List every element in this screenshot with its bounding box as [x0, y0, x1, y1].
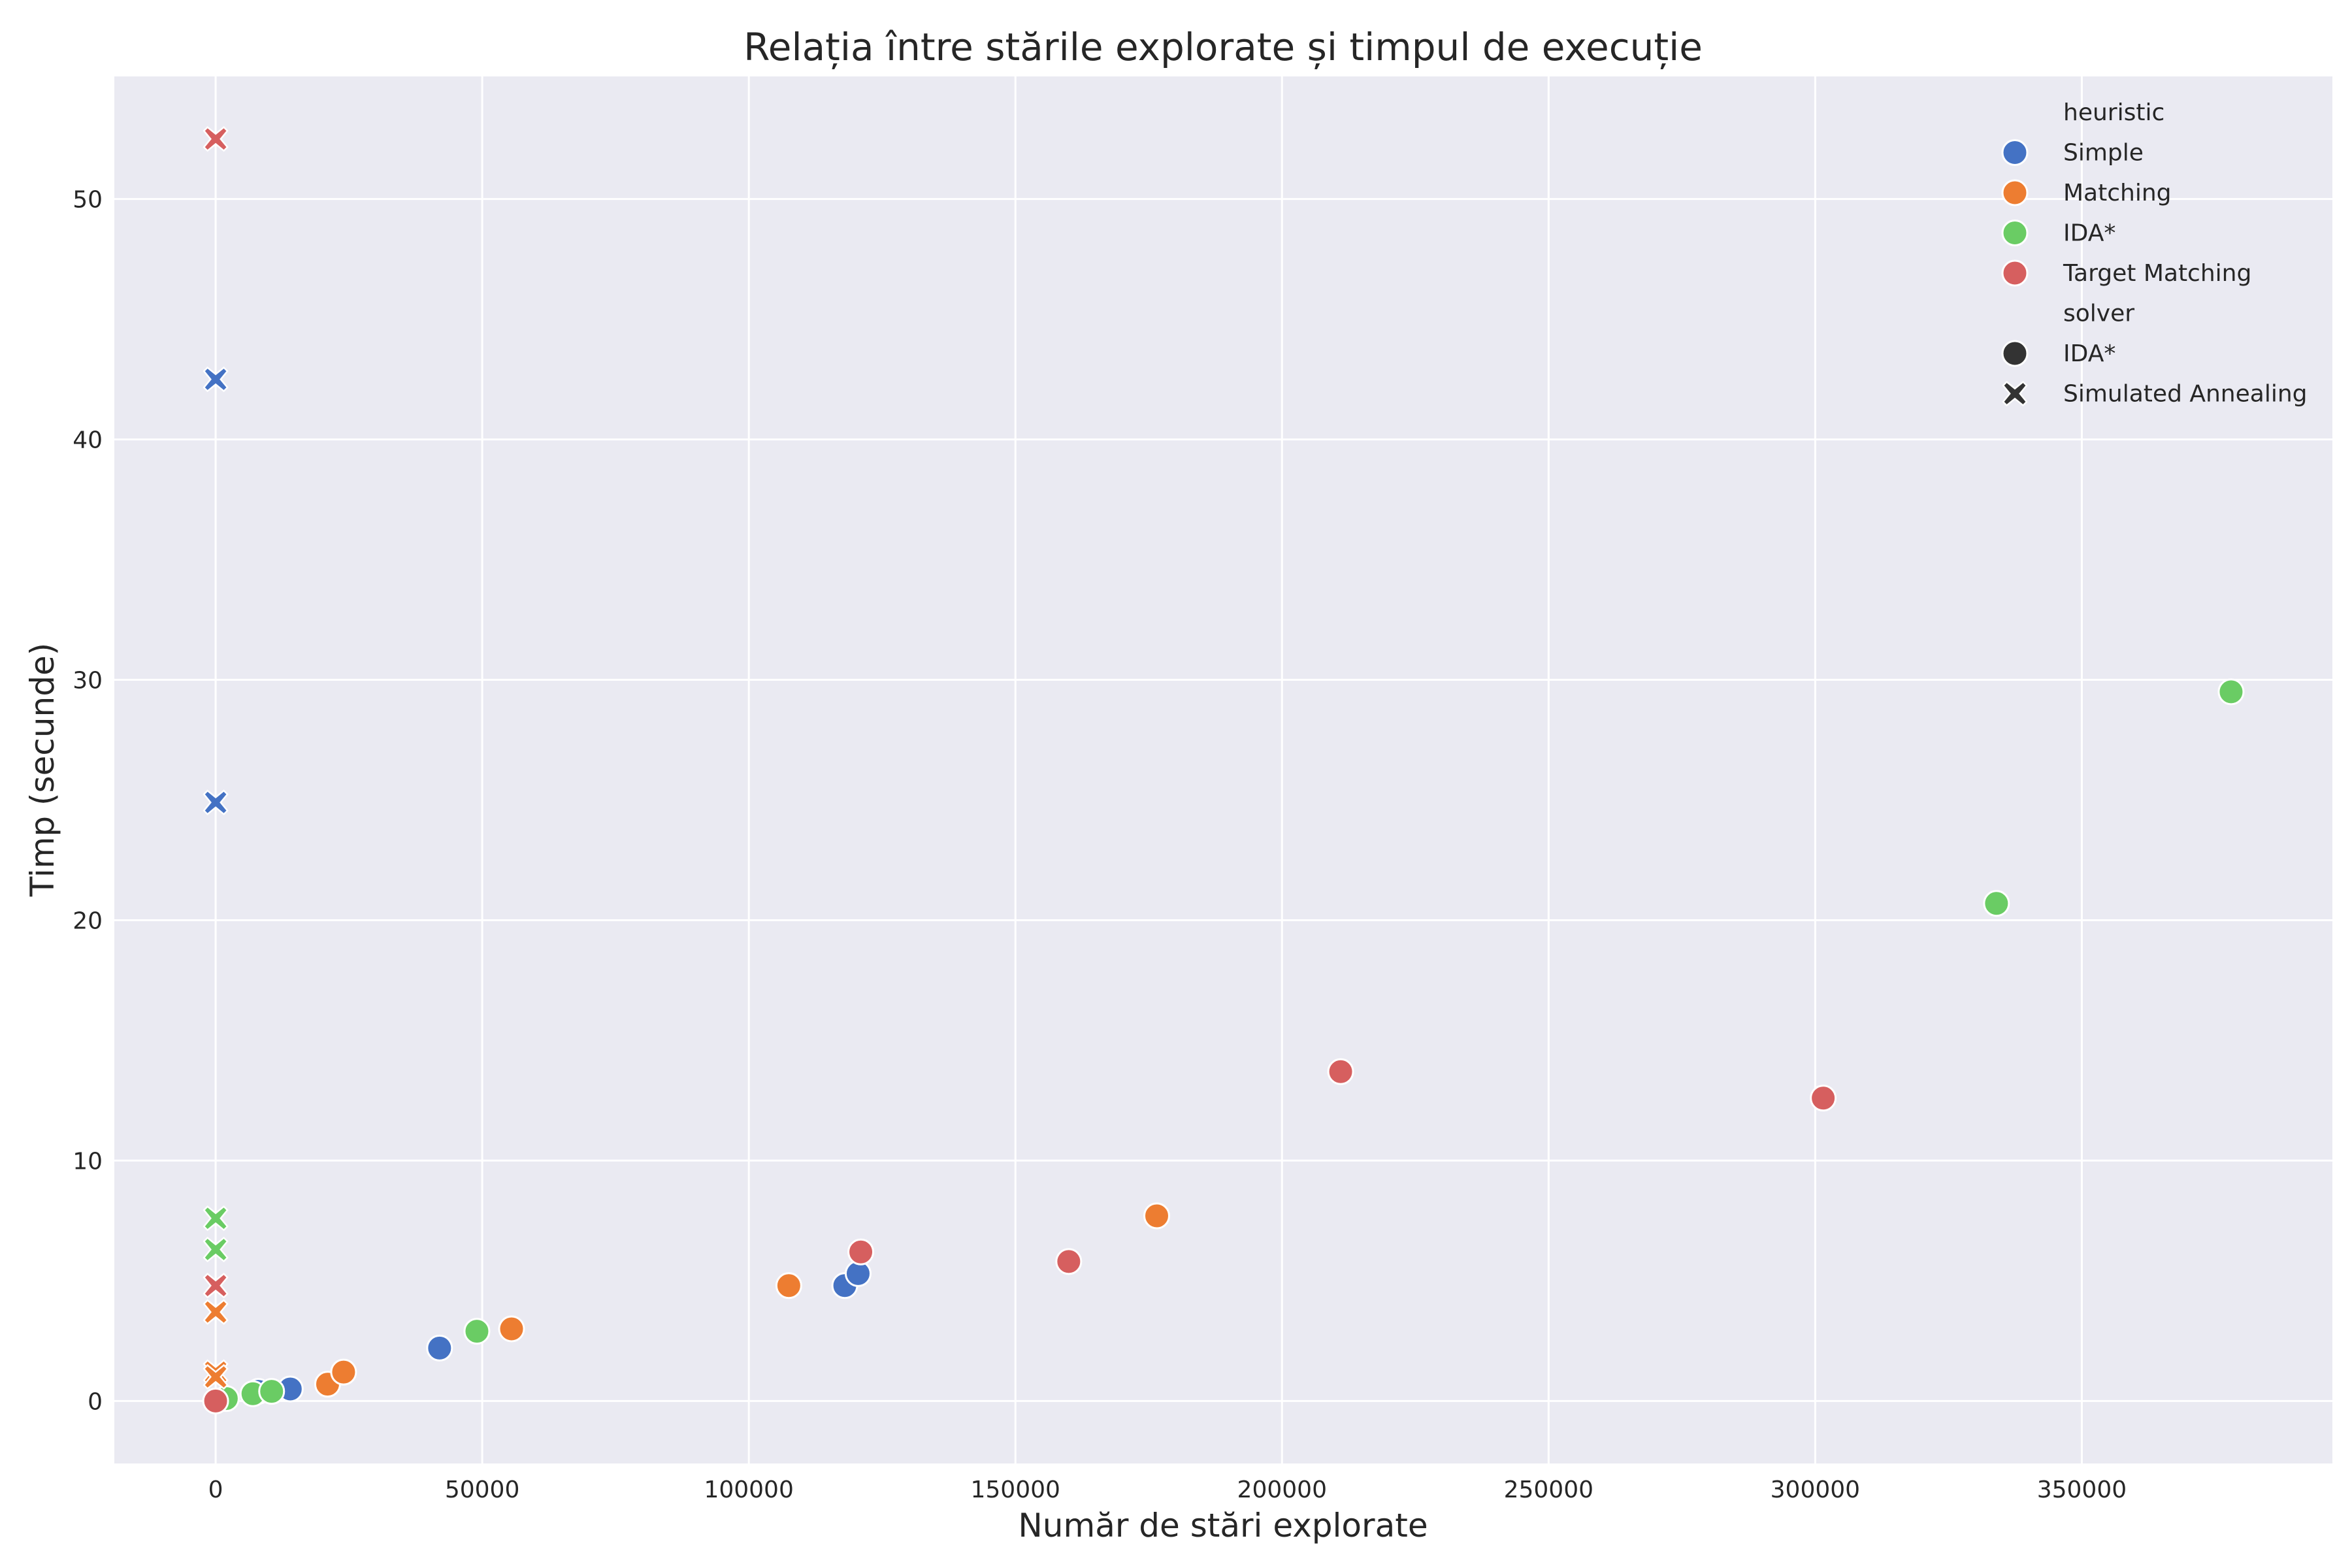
y-tick-label: 10	[73, 1148, 103, 1175]
x-axis-ticks: 0 50000 100000 150000 200000 250000 300000 3500…	[208, 1477, 2127, 1503]
data-point-x	[203, 1205, 229, 1232]
data-point-circle	[1143, 1202, 1170, 1230]
legend-label: IDA*	[2063, 220, 2115, 247]
legend-label: Target Matching	[2063, 260, 2251, 287]
legend-label: IDA*	[2063, 340, 2115, 367]
legend: heuristic Simple Matching IDA* Target Matchi…	[2001, 99, 2308, 408]
y-tick-label: 30	[73, 668, 103, 694]
legend-label: Matching	[2063, 180, 2172, 206]
legend-label: Simulated Annealing	[2063, 381, 2308, 408]
y-axis-ticks: 0 10 20 30 40 50	[73, 187, 103, 1416]
legend-title-heuristic: heuristic	[2063, 99, 2164, 126]
legend-label: Simple	[2063, 140, 2144, 167]
data-point-circle	[202, 1387, 229, 1414]
x-tick-label: 100000	[704, 1477, 793, 1503]
legend-marker	[2001, 259, 2029, 287]
data-point-circle	[463, 1318, 491, 1345]
data-point-circle	[258, 1378, 286, 1405]
data-point-circle	[1327, 1058, 1354, 1085]
chart-title: Relația între stările explorate și timpu…	[743, 25, 1703, 69]
data-points	[202, 126, 2245, 1414]
y-tick-label: 40	[73, 427, 103, 454]
y-tick-label: 0	[88, 1388, 103, 1415]
x-tick-label: 150000	[971, 1477, 1060, 1503]
y-tick-label: 50	[73, 187, 103, 214]
x-tick-label: 350000	[2037, 1477, 2127, 1503]
legend-marker	[2001, 139, 2029, 166]
data-point-x	[203, 1273, 229, 1299]
x-tick-label: 200000	[1237, 1477, 1327, 1503]
y-tick-label: 20	[73, 907, 103, 934]
data-point-circle	[330, 1358, 357, 1386]
plot-area	[114, 76, 2332, 1463]
data-point-x	[203, 1299, 229, 1325]
legend-marker	[2001, 220, 2029, 246]
data-point-x	[203, 126, 229, 152]
grid-lines	[114, 76, 2332, 1463]
data-point-x	[203, 789, 229, 815]
data-point-circle	[426, 1334, 453, 1362]
x-tick-label: 0	[208, 1477, 223, 1503]
legend-marker	[2002, 380, 2028, 407]
x-tick-label: 50000	[445, 1477, 520, 1503]
legend-marker	[2001, 179, 2029, 206]
x-tick-label: 300000	[1771, 1477, 1860, 1503]
legend-marker	[2001, 340, 2029, 367]
data-point-x	[203, 1236, 229, 1263]
data-point-circle	[775, 1272, 802, 1299]
y-axis-label: Timp (secunde)	[24, 643, 61, 897]
legend-title-solver: solver	[2063, 301, 2134, 327]
data-point-circle	[1055, 1248, 1083, 1275]
data-point-circle	[498, 1315, 525, 1343]
x-tick-label: 250000	[1504, 1477, 1593, 1503]
data-point-x	[203, 366, 229, 393]
data-point-circle	[1983, 890, 2010, 917]
data-point-circle	[2217, 678, 2245, 706]
data-point-x	[203, 1364, 229, 1390]
data-point-circle	[847, 1238, 875, 1266]
x-axis-label: Număr de stări explorate	[1018, 1507, 1428, 1544]
data-point-circle	[1810, 1085, 1837, 1112]
